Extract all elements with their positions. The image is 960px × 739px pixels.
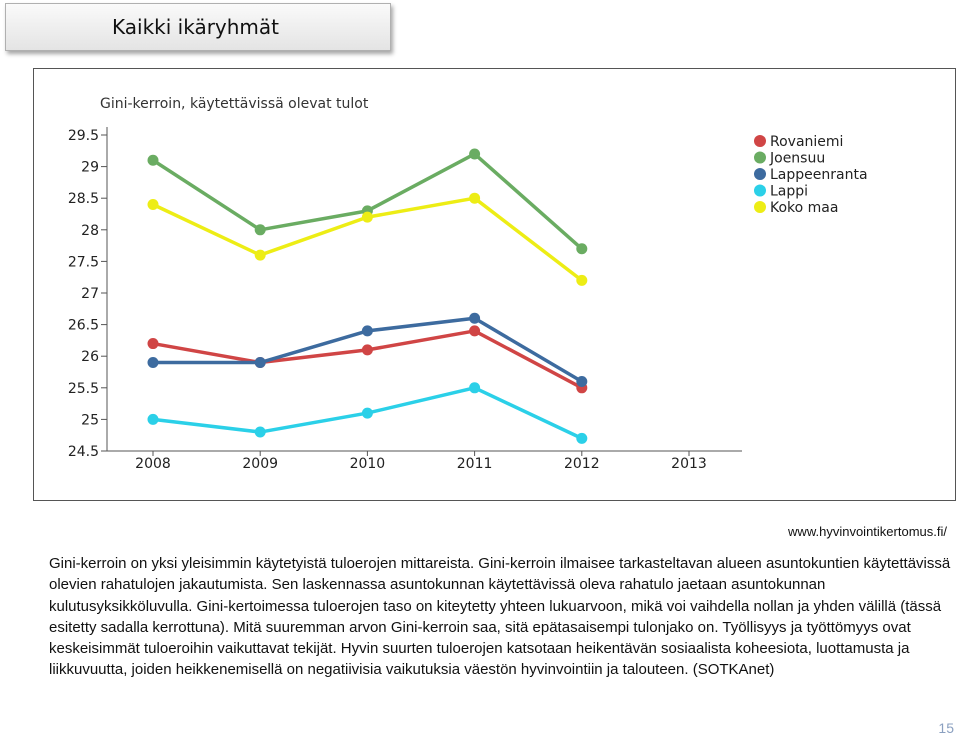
legend-label-joensuu: Joensuu <box>769 151 825 167</box>
y-tick-label: 26.5 <box>68 318 99 334</box>
slide-title: Kaikki ikäryhmät <box>112 15 280 39</box>
data-point-lappeenranta <box>469 312 481 324</box>
data-point-lappi <box>361 407 373 419</box>
y-tick-label: 24.5 <box>68 444 99 460</box>
y-tick-label: 29.5 <box>68 128 99 144</box>
x-tick-label: 2011 <box>457 456 493 472</box>
legend-marker-lappeenranta <box>754 168 766 180</box>
legend-label-lappeenranta: Lappeenranta <box>770 167 868 183</box>
data-point-lappeenranta <box>254 357 266 369</box>
data-point-koko-maa <box>254 249 266 261</box>
source-url: www.hyvinvointikertomus.fi/ <box>788 524 947 539</box>
y-tick-label: 29 <box>81 160 99 176</box>
data-point-joensuu <box>254 224 266 236</box>
x-tick-label: 2012 <box>564 456 600 472</box>
data-point-joensuu <box>469 148 481 160</box>
y-tick-label: 28 <box>81 223 99 239</box>
slide-title-box: Kaikki ikäryhmät <box>5 3 391 51</box>
series-line-rovaniemi <box>152 329 583 390</box>
data-point-rovaniemi <box>147 338 159 350</box>
data-point-rovaniemi <box>469 325 481 337</box>
data-point-lappi <box>254 426 266 438</box>
x-tick-label: 2009 <box>242 456 278 472</box>
chart-frame: Gini-kerroin, käytettävissä olevat tulot… <box>33 68 956 501</box>
legend-label-lappi: Lappi <box>770 184 808 200</box>
data-point-joensuu <box>147 154 159 166</box>
data-point-koko-maa <box>361 211 373 223</box>
y-tick-label: 25.5 <box>68 381 99 397</box>
legend-marker-lappi <box>754 184 766 197</box>
x-tick-label: 2013 <box>671 456 707 472</box>
data-point-lappi <box>576 432 588 444</box>
data-point-rovaniemi <box>361 344 373 356</box>
legend-label-koko-maa: Koko maa <box>770 200 838 216</box>
legend-marker-rovaniemi <box>754 135 766 147</box>
data-point-koko-maa <box>147 199 159 211</box>
data-point-koko-maa <box>576 274 588 286</box>
legend-label-rovaniemi: Rovaniemi <box>770 134 843 150</box>
data-point-lappi <box>147 413 159 425</box>
y-tick-label: 28.5 <box>68 191 99 207</box>
data-point-lappeenranta <box>361 325 373 337</box>
y-tick-label: 26 <box>81 349 99 365</box>
data-point-koko-maa <box>469 192 481 204</box>
y-tick-label: 27.5 <box>68 254 99 270</box>
data-point-joensuu <box>576 243 588 255</box>
x-tick-label: 2010 <box>350 456 386 472</box>
data-point-lappeenranta <box>147 357 159 369</box>
legend-marker-joensuu <box>754 151 766 164</box>
x-tick-label: 2008 <box>135 456 171 472</box>
data-point-lappeenranta <box>576 375 588 387</box>
chart-title: Gini-kerroin, käytettävissä olevat tulot <box>100 96 369 112</box>
y-tick-label: 25 <box>81 412 99 428</box>
body-text: Gini-kerroin on yksi yleisimmin käytetyi… <box>49 555 951 679</box>
line-chart: Gini-kerroin, käytettävissä olevat tulot… <box>68 96 868 472</box>
y-tick-label: 27 <box>81 286 99 302</box>
data-point-lappi <box>469 382 481 394</box>
legend-marker-koko-maa <box>754 201 766 213</box>
page-number: 15 <box>938 720 954 736</box>
